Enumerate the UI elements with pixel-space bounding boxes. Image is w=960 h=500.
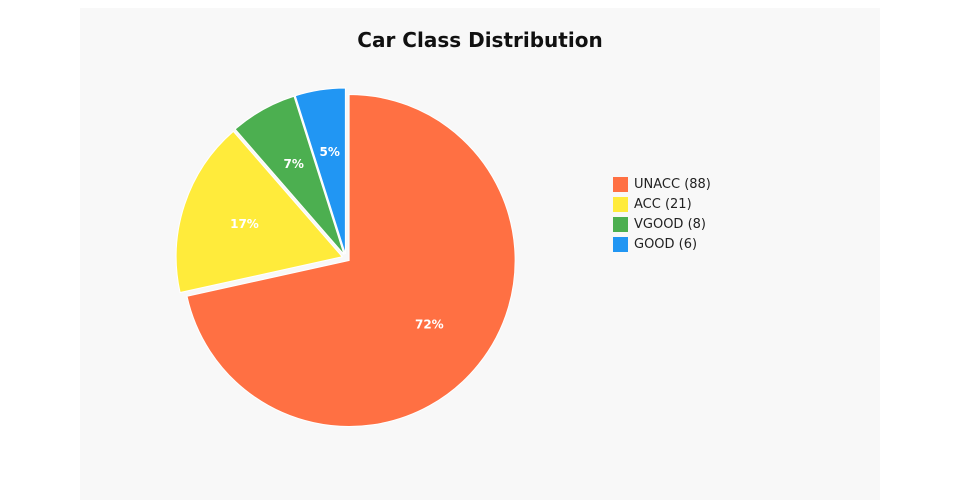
legend-label: VGOOD (8)	[634, 216, 706, 232]
chart-panel: Car Class Distribution 72% 17% 7% 5% UNACC …	[80, 8, 880, 500]
legend-swatch	[613, 236, 628, 252]
slice-percent-label-vgood: 7%	[284, 157, 304, 171]
slice-percent-label-acc: 17%	[230, 217, 259, 231]
legend-swatch	[613, 196, 628, 212]
chart-legend: UNACC (88) ACC (21) VGOOD (8) GOOD (6)	[613, 174, 711, 254]
legend-item-acc[interactable]: ACC (21)	[613, 194, 711, 214]
legend-label: GOOD (6)	[634, 236, 698, 252]
legend-label: UNACC (88)	[634, 176, 711, 192]
slice-percent-label-unacc: 72%	[415, 317, 444, 331]
pie-slice-acc	[175, 130, 344, 294]
chart-title: Car Class Distribution	[357, 28, 603, 52]
legend-item-good[interactable]: GOOD (6)	[613, 234, 711, 254]
legend-item-unacc[interactable]: UNACC (88)	[613, 174, 711, 194]
pie-chart: 72% 17% 7% 5%	[175, 87, 516, 428]
legend-swatch	[613, 216, 628, 232]
pie-slice-vgood	[234, 95, 345, 255]
legend-label: ACC (21)	[634, 196, 692, 212]
legend-swatch	[613, 176, 628, 192]
pie-slice-good	[294, 87, 346, 255]
pie-slice-unacc	[186, 94, 516, 428]
slice-percent-label-good: 5%	[319, 145, 339, 159]
legend-item-vgood[interactable]: VGOOD (8)	[613, 214, 711, 234]
